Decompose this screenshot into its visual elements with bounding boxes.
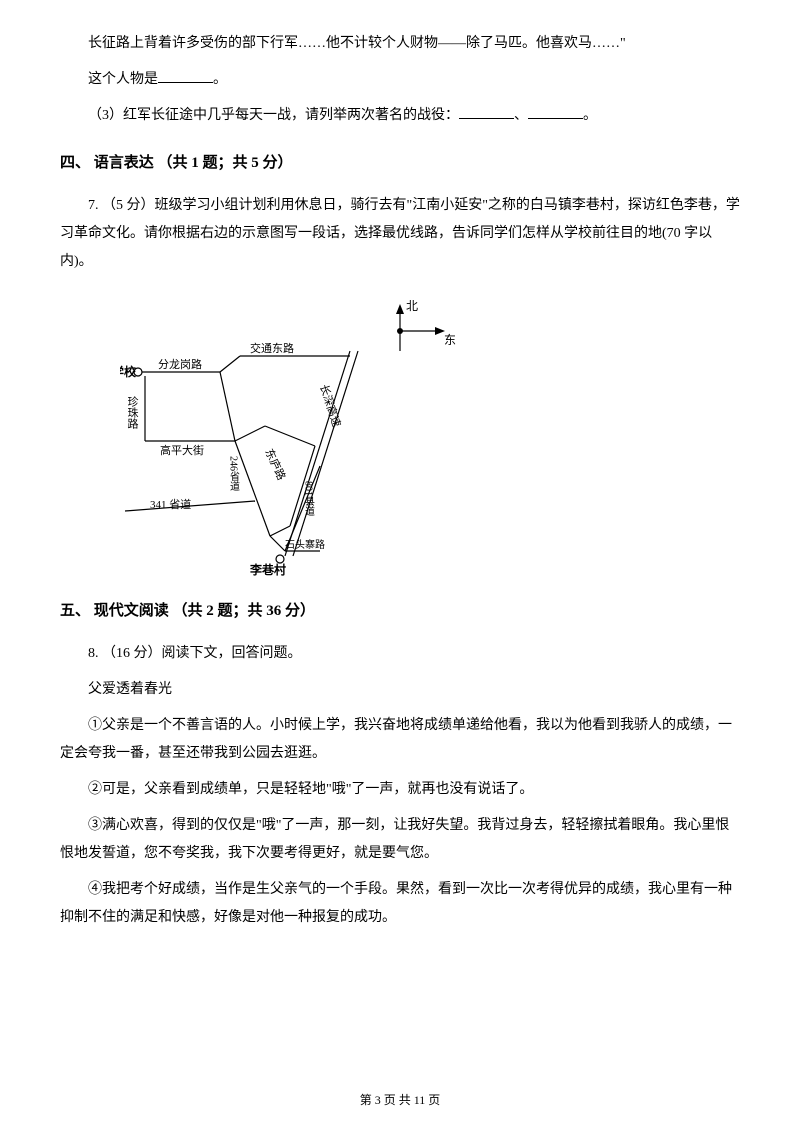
page-footer: 第 3 页 共 11 页 [0, 1088, 800, 1112]
blank-battle-1[interactable] [459, 105, 514, 119]
jiaotong-label: 交通东路 [250, 341, 294, 355]
fill-blank-person: 这个人物是 。 [60, 66, 740, 94]
section-4-heading: 四、 语言表达 （共 1 题；共 5 分） [60, 148, 740, 178]
donglu-label: 东庐路 [262, 446, 289, 482]
changshen-label: 长深高速 [317, 383, 344, 429]
compass-icon: 北 东 [396, 299, 456, 351]
shitou-label: 石头寨路 [285, 538, 325, 551]
question-7: 7. （5 分）班级学习小组计划利用休息日，骑行去有"江南小延安"之称的白马镇李… [60, 192, 740, 276]
p3-prefix: （3）红军长征途中几乎每天一战，请列举两次著名的战役： [88, 108, 459, 123]
article-title: 父爱透着春光 [60, 676, 740, 704]
p2-suffix: 。 [213, 72, 227, 87]
compass-north: 北 [406, 299, 418, 313]
compass-east: 东 [444, 333, 456, 347]
q7-text: 7. （5 分）班级学习小组计划利用休息日，骑行去有"江南小延安"之称的白马镇李… [60, 198, 740, 269]
fenlong-label: 分龙岗路 [158, 358, 202, 371]
zhenzhu-label: 珍珠路 [126, 396, 139, 430]
blank-person[interactable] [158, 69, 213, 83]
article-p1: ①父亲是一个不善言语的人。小时候上学，我兴奋地将成绩单递给他看，我以为他看到我骄… [60, 712, 740, 768]
intro-line-1: 长征路上背着许多受伤的部下行军……他不计较个人财物——除了马匹。他喜欢马……" [60, 30, 740, 58]
section-5-heading: 五、 现代文阅读 （共 2 题；共 36 分） [60, 596, 740, 626]
p2-prefix: 这个人物是 [88, 72, 158, 87]
route-diagram: 北 东 学校 分龙岗路 交通东路 珍珠路 高平大街 长深高速 246省道 东庐路 [120, 296, 480, 576]
gaoping-label: 高平大街 [160, 443, 204, 457]
blank-battle-2[interactable] [528, 105, 583, 119]
x801-label: 801县道 [303, 481, 315, 516]
lixiang-marker [276, 555, 284, 563]
s341-label: 341 省道 [150, 497, 191, 511]
s246-label: 246省道 [228, 456, 240, 491]
article-p3: ③满心欢喜，得到的仅仅是"哦"了一声，那一刻，让我好失望。我背过身去，轻轻擦拭着… [60, 812, 740, 868]
p3-sep: 、 [514, 108, 528, 123]
map-svg: 北 东 学校 分龙岗路 交通东路 珍珠路 高平大街 长深高速 246省道 东庐路 [120, 296, 480, 576]
article-p4: ④我把考个好成绩，当作是生父亲气的一个手段。果然，看到一次比一次考得优异的成绩，… [60, 876, 740, 932]
article-p2: ②可是，父亲看到成绩单，只是轻轻地"哦"了一声，就再也没有说话了。 [60, 776, 740, 804]
question-8: 8. （16 分）阅读下文，回答问题。 [60, 640, 740, 668]
p3-suffix: 。 [583, 108, 597, 123]
school-label: 学校 [120, 364, 137, 379]
fill-blank-battles: （3）红军长征途中几乎每天一战，请列举两次著名的战役： 、 。 [60, 102, 740, 130]
lixiang-label: 李巷村 [249, 562, 286, 576]
